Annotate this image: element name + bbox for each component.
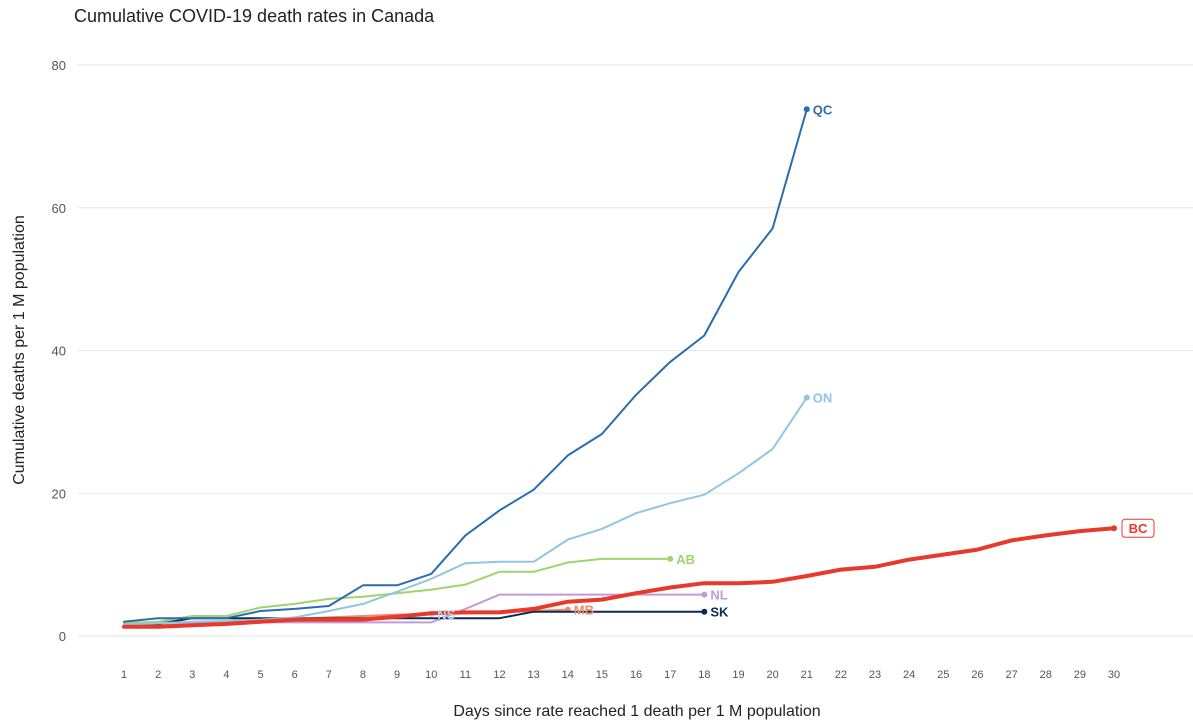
x-tick-label: 30 — [1108, 669, 1120, 681]
series-end-point-qc — [803, 106, 810, 113]
series-line-ab — [123, 557, 672, 625]
series-end-point-sk — [701, 608, 708, 615]
x-tick-label: 25 — [937, 669, 949, 681]
x-tick-label: 6 — [292, 669, 298, 681]
x-tick-label: 10 — [425, 669, 437, 681]
series-label-qc: QC — [813, 102, 833, 117]
series-end-point-ab — [667, 555, 674, 562]
x-tick-label: 12 — [493, 669, 505, 681]
x-tick-label: 2 — [155, 669, 161, 681]
x-tick-label: 18 — [698, 669, 710, 681]
x-tick-label: 21 — [801, 669, 813, 681]
series-label-bc: BC — [1129, 521, 1148, 536]
x-axis-label: Days since rate reached 1 death per 1 M … — [453, 703, 820, 720]
x-tick-label: 29 — [1074, 669, 1086, 681]
series-line-on — [123, 396, 808, 626]
x-tick-label: 14 — [562, 669, 574, 681]
x-tick-label: 22 — [835, 669, 847, 681]
x-tick-label: 28 — [1040, 669, 1052, 681]
series-label-sk: SK — [710, 605, 729, 620]
series-label-ns: NS — [437, 607, 455, 622]
chart-title: Cumulative COVID-19 death rates in Canad… — [74, 6, 435, 26]
x-tick-label: 11 — [460, 669, 471, 681]
x-tick-label: 7 — [326, 669, 332, 681]
series-end-point-bc — [1111, 525, 1117, 532]
series-label-box-bc — [1121, 518, 1155, 538]
series-end-point-nl — [701, 591, 708, 598]
x-tick-label: 23 — [869, 669, 881, 681]
x-tick-label: 16 — [630, 669, 642, 681]
x-tick-label: 8 — [360, 669, 366, 681]
x-tick-label: 17 — [664, 669, 676, 681]
x-tick-label: 1 — [121, 669, 127, 681]
x-axis-ticks: 1 2 3 4 5 6 7 8 9 10 11 12 13 14 15 16 17 18 19 20 21 22 23 24 2… — [121, 669, 1120, 681]
y-tick-label: 80 — [52, 58, 66, 73]
series-line-qc — [123, 108, 808, 623]
series-label-ab: AB — [676, 552, 695, 567]
series-labels: NS MB NL SK AB ON QC BC — [437, 102, 1155, 622]
series-line-bc — [122, 526, 1116, 629]
x-tick-label: 13 — [528, 669, 540, 681]
y-axis-label: Cumulative deaths per 1 M population — [11, 215, 28, 485]
grid-lines — [78, 64, 1193, 637]
x-tick-label: 3 — [189, 669, 195, 681]
x-tick-label: 20 — [766, 669, 778, 681]
y-tick-label: 40 — [52, 344, 66, 359]
y-tick-label: 20 — [52, 486, 66, 501]
x-tick-label: 24 — [903, 669, 915, 681]
y-tick-label: 60 — [52, 201, 66, 216]
x-tick-label: 5 — [257, 669, 263, 681]
x-tick-label: 27 — [1005, 669, 1017, 681]
y-tick-label: 0 — [59, 629, 66, 644]
series-lines — [122, 106, 1117, 629]
series-label-nl: NL — [710, 588, 727, 603]
series-label-on: ON — [813, 391, 833, 406]
series-end-point-on — [803, 394, 810, 401]
x-tick-label: 26 — [971, 669, 983, 681]
x-tick-label: 15 — [596, 669, 608, 681]
x-tick-label: 9 — [394, 669, 400, 681]
y-axis-ticks: 0 20 40 60 80 — [52, 58, 66, 644]
x-tick-label: 19 — [732, 669, 744, 681]
x-tick-label: 4 — [223, 669, 229, 681]
series-label-mb: MB — [574, 603, 594, 618]
